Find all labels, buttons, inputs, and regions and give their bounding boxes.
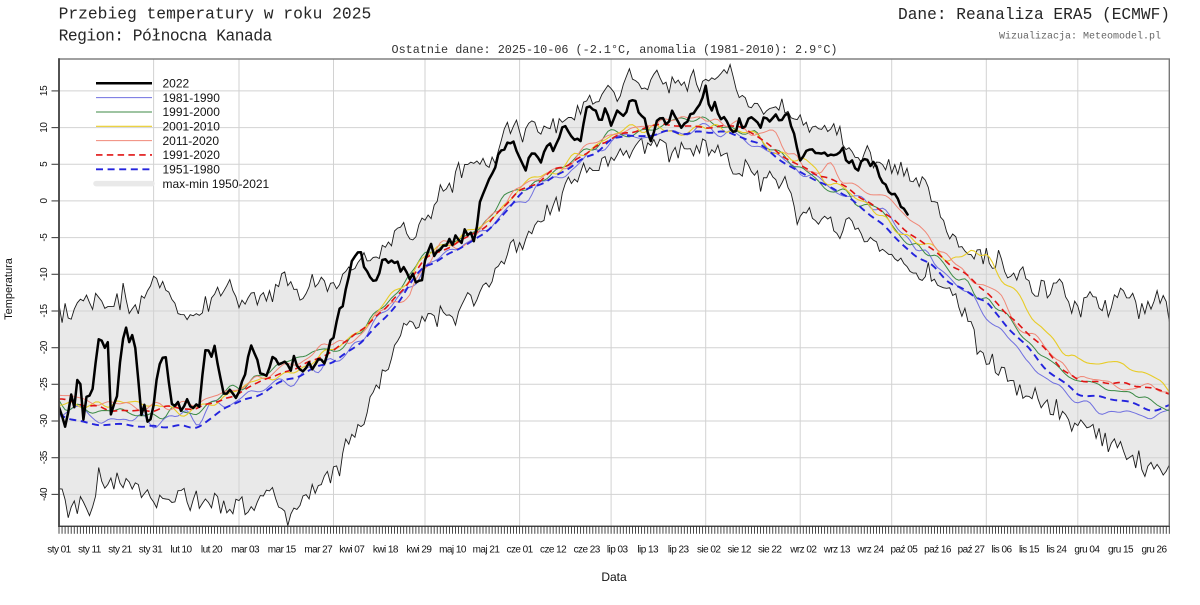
svg-text:cze 12: cze 12: [540, 545, 567, 556]
svg-text:lip 03: lip 03: [607, 545, 629, 556]
svg-text:5: 5: [39, 161, 50, 167]
svg-text:-20: -20: [39, 340, 50, 354]
svg-text:lis 24: lis 24: [1046, 545, 1067, 556]
svg-text:max-min 1950-2021: max-min 1950-2021: [163, 177, 270, 191]
svg-text:lut 10: lut 10: [170, 545, 192, 556]
svg-text:sie 02: sie 02: [697, 545, 721, 556]
svg-text:sty 31: sty 31: [139, 545, 163, 556]
svg-text:2001-2010: 2001-2010: [163, 120, 221, 134]
svg-text:sty 21: sty 21: [108, 545, 132, 556]
svg-text:1951-1980: 1951-1980: [163, 163, 221, 177]
svg-text:1981-1990: 1981-1990: [163, 91, 221, 105]
svg-text:-30: -30: [39, 414, 50, 428]
svg-text:sty 11: sty 11: [78, 545, 102, 556]
svg-text:kwi 18: kwi 18: [373, 545, 399, 556]
svg-text:Wizualizacja: Meteomodel.pl: Wizualizacja: Meteomodel.pl: [999, 31, 1161, 43]
svg-text:sie 22: sie 22: [758, 545, 782, 556]
svg-text:2011-2020: 2011-2020: [163, 134, 220, 148]
svg-text:1991-2020: 1991-2020: [163, 148, 221, 162]
svg-text:Temperatura: Temperatura: [3, 257, 15, 320]
svg-text:Dane: Reanaliza ERA5 (ECMWF): Dane: Reanaliza ERA5 (ECMWF): [898, 6, 1170, 24]
svg-text:-10: -10: [39, 267, 50, 281]
svg-text:Przebieg temperatury w roku 20: Przebieg temperatury w roku 2025: [59, 5, 372, 24]
svg-text:sty 01: sty 01: [47, 545, 71, 556]
svg-text:lip 23: lip 23: [668, 545, 690, 556]
svg-text:cze 23: cze 23: [574, 545, 601, 556]
svg-text:Data: Data: [601, 570, 627, 584]
svg-text:maj 21: maj 21: [473, 545, 501, 556]
svg-text:wrz 13: wrz 13: [823, 545, 851, 556]
svg-text:-5: -5: [39, 233, 50, 242]
svg-text:lis 06: lis 06: [991, 545, 1012, 556]
svg-text:2022: 2022: [163, 77, 190, 91]
svg-text:Ostatnie dane: 2025-10-06 (-2.: Ostatnie dane: 2025-10-06 (-2.1°C, anoma…: [392, 43, 838, 57]
svg-text:-25: -25: [39, 377, 50, 391]
svg-text:wrz 24: wrz 24: [856, 545, 884, 556]
svg-text:cze 01: cze 01: [507, 545, 534, 556]
svg-text:sie 12: sie 12: [728, 545, 752, 556]
svg-text:Region: Północna Kanada: Region: Północna Kanada: [59, 27, 273, 46]
svg-text:maj 10: maj 10: [439, 545, 467, 556]
svg-text:paź 16: paź 16: [924, 545, 952, 556]
svg-text:wrz 02: wrz 02: [789, 545, 817, 556]
svg-text:mar 27: mar 27: [304, 545, 333, 556]
svg-text:mar 03: mar 03: [231, 545, 260, 556]
svg-text:gru 15: gru 15: [1108, 545, 1134, 556]
svg-text:gru 26: gru 26: [1141, 545, 1167, 556]
svg-text:1991-2000: 1991-2000: [163, 105, 221, 119]
svg-text:-40: -40: [39, 487, 50, 501]
svg-text:-35: -35: [39, 450, 50, 464]
svg-text:lis 15: lis 15: [1019, 545, 1040, 556]
svg-text:0: 0: [39, 197, 50, 203]
svg-text:paź 05: paź 05: [891, 545, 919, 556]
svg-text:paź 27: paź 27: [958, 545, 986, 556]
svg-text:15: 15: [39, 85, 50, 96]
svg-text:gru 04: gru 04: [1074, 545, 1100, 556]
svg-text:kwi 07: kwi 07: [339, 545, 365, 556]
svg-text:kwi 29: kwi 29: [406, 545, 432, 556]
svg-text:-15: -15: [39, 304, 50, 318]
svg-text:lip 13: lip 13: [637, 545, 659, 556]
svg-text:lut 20: lut 20: [201, 545, 223, 556]
svg-text:10: 10: [39, 122, 50, 133]
svg-text:mar 15: mar 15: [268, 545, 297, 556]
